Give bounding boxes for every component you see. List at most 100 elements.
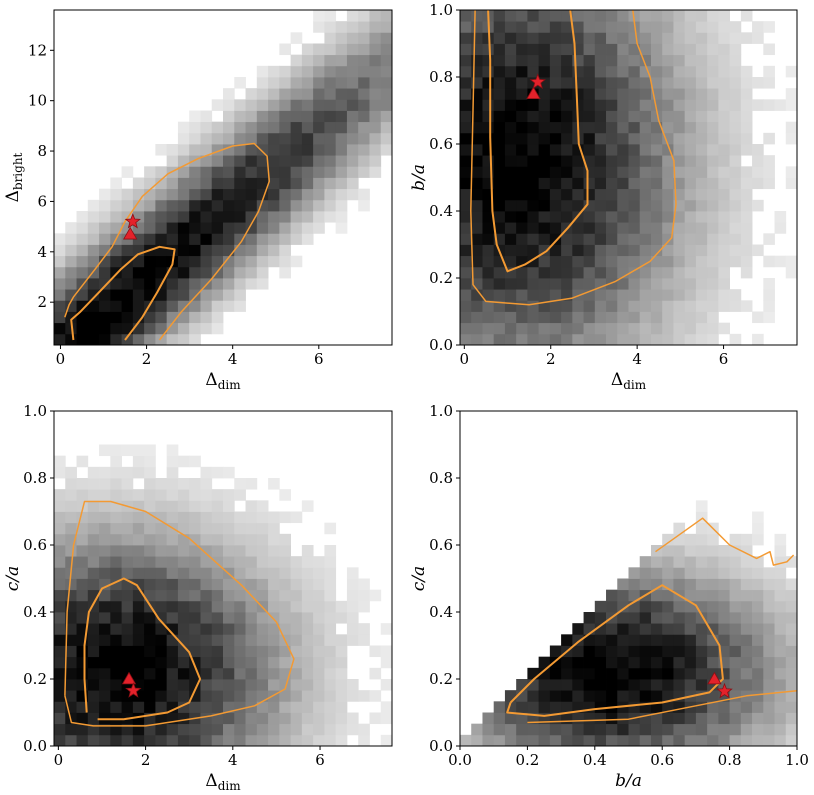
- heatmap-cell: [290, 589, 303, 602]
- heatmap-cell: [707, 679, 719, 691]
- heatmap-cell: [740, 300, 753, 312]
- heatmap-cell: [76, 533, 89, 546]
- heatmap-cell: [110, 723, 122, 736]
- heatmap-cell: [234, 255, 246, 268]
- heatmap-cell: [245, 679, 258, 691]
- heatmap-cell: [471, 177, 483, 190]
- heatmap-cell: [110, 188, 122, 201]
- plot-frame: [53, 9, 393, 346]
- heatmap-cell: [583, 43, 596, 56]
- heatmap-cell: [662, 300, 674, 312]
- heatmap-cell: [650, 734, 663, 746]
- heatmap-cell: [752, 166, 764, 178]
- heatmap-cell: [662, 10, 674, 22]
- heatmap-cell: [650, 54, 663, 67]
- heatmap-cell: [87, 489, 100, 501]
- heatmap-cell: [504, 723, 517, 736]
- heatmap-cell: [200, 311, 213, 324]
- heatmap-cell: [527, 144, 540, 156]
- heatmap-cell: [234, 222, 246, 234]
- heatmap-cell: [54, 455, 66, 468]
- heatmap-cell: [527, 233, 540, 245]
- heatmap-cell: [110, 690, 122, 702]
- heatmap-cell: [662, 656, 674, 669]
- heatmap-cell: [324, 612, 337, 624]
- heatmap-cell: [583, 132, 596, 145]
- heatmap-cell: [346, 578, 359, 591]
- heatmap-cell: [279, 701, 291, 713]
- heatmap-cell: [707, 333, 719, 345]
- heatmap-cell: [290, 166, 303, 178]
- heatmap-cell: [583, 333, 596, 345]
- heatmap-cell: [234, 77, 246, 89]
- heatmap-cell: [369, 43, 382, 56]
- heatmap-cell: [358, 77, 370, 89]
- heatmap-cell: [718, 723, 730, 736]
- heatmap-cell: [155, 612, 168, 624]
- heatmap-cell: [223, 222, 235, 234]
- heatmap-cell: [189, 300, 201, 312]
- heatmap-cell: [740, 188, 753, 201]
- heatmap-cell: [223, 522, 235, 535]
- heatmap-cell: [177, 222, 190, 234]
- heatmap-cell: [358, 578, 370, 591]
- heatmap-cell: [774, 690, 787, 702]
- heatmap-cell: [763, 65, 775, 78]
- heatmap-cell: [65, 634, 77, 646]
- heatmap-cell: [561, 712, 573, 725]
- heatmap-cell: [729, 600, 742, 613]
- heatmap-cell: [504, 311, 517, 324]
- heatmap-cell: [99, 723, 111, 736]
- heatmap-cell: [504, 690, 517, 702]
- heatmap-cell: [684, 567, 697, 579]
- heatmap-cell: [144, 455, 156, 468]
- heatmap-cell: [516, 300, 528, 312]
- heatmap-cell: [301, 690, 314, 702]
- heatmap-cell: [121, 656, 134, 669]
- heatmap-cell: [729, 589, 742, 602]
- heatmap-cell: [785, 88, 797, 100]
- heatmap-cell: [718, 667, 730, 680]
- heatmap-cell: [617, 255, 629, 268]
- heatmap-cell: [245, 656, 258, 669]
- heatmap-cell: [369, 54, 382, 67]
- heatmap-cell: [335, 21, 348, 33]
- heatmap-cell: [99, 255, 111, 268]
- heatmap-cell: [290, 701, 303, 713]
- heatmap-cell: [516, 166, 528, 178]
- heatmap-cell: [729, 110, 742, 123]
- heatmap-cell: [144, 444, 156, 457]
- heatmap-cell: [673, 679, 686, 691]
- heatmap-cell: [785, 690, 797, 702]
- heatmap-cell: [774, 734, 787, 746]
- heatmap-cell: [493, 144, 506, 156]
- heatmap-cell: [177, 667, 190, 680]
- heatmap-cell: [110, 522, 122, 535]
- heatmap-cell: [617, 300, 629, 312]
- heatmap-cell: [65, 289, 77, 301]
- heatmap-cell: [763, 734, 775, 746]
- heatmap-cell: [268, 667, 280, 680]
- heatmap-cell: [673, 278, 686, 290]
- heatmap-cell: [76, 578, 89, 591]
- heatmap-cell: [324, 600, 337, 613]
- heatmap-cell: [493, 723, 506, 736]
- plot-frame: [459, 9, 798, 346]
- heatmap-cell: [763, 656, 775, 669]
- heatmap-cell: [606, 289, 618, 301]
- heatmap-cell: [99, 266, 111, 279]
- heatmap-cell: [628, 690, 641, 702]
- heatmap-cell: [673, 612, 686, 624]
- heatmap-cell: [606, 166, 618, 178]
- heatmap-cell: [549, 300, 562, 312]
- heatmap-cell: [166, 578, 179, 591]
- heatmap-cell: [583, 99, 596, 111]
- heatmap-cell: [695, 556, 708, 568]
- heatmap-cell: [99, 600, 111, 613]
- heatmap-cell: [324, 21, 337, 33]
- heatmap-cell: [538, 177, 551, 190]
- heatmap-cell: [290, 723, 303, 736]
- heatmap-cell: [189, 455, 201, 468]
- heatmap-cell: [549, 233, 562, 245]
- heatmap-cell: [763, 177, 775, 190]
